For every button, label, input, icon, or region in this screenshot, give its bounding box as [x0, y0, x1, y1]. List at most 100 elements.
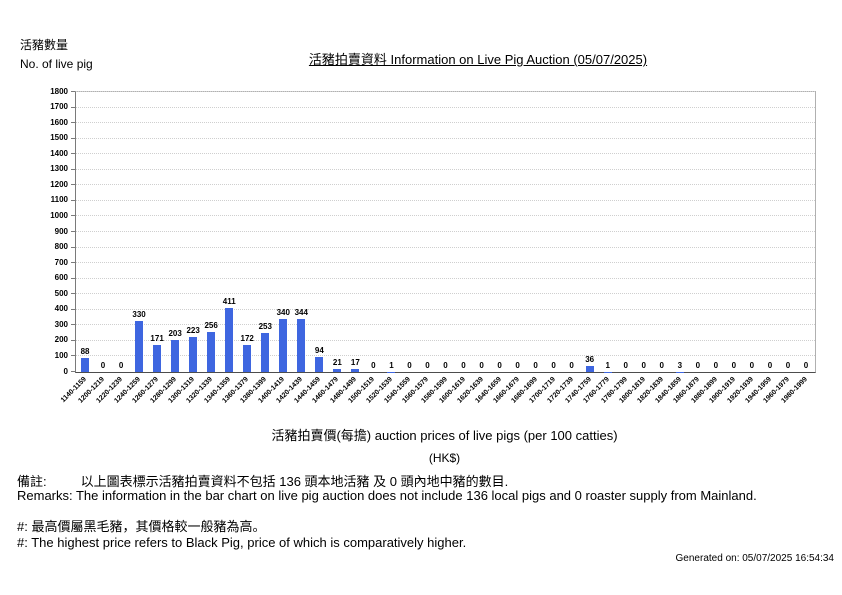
- y-gridline: [76, 168, 815, 170]
- y-gridline: [76, 339, 815, 341]
- bar-value-label: 0: [731, 361, 737, 370]
- y-axis-title-en: No. of live pig: [20, 56, 93, 71]
- y-axis-title: 活豬數量 No. of live pig: [20, 36, 93, 73]
- bar-value-label: 0: [443, 361, 448, 370]
- bar-value-label: 0: [641, 361, 646, 370]
- bar: [135, 320, 144, 372]
- bar-value-label: 0: [407, 361, 412, 370]
- y-tick-label: 0: [63, 366, 68, 376]
- bar-value-label: 256: [204, 321, 218, 331]
- y-gridline: [76, 277, 815, 279]
- y-axis-title-zh: 活豬數量: [20, 38, 69, 52]
- bar-value-label: 0: [551, 361, 556, 370]
- y-gridline: [76, 91, 815, 92]
- y-tick-label: 600: [54, 273, 68, 283]
- y-tick-label: 400: [54, 304, 68, 314]
- remark-en: Remarks: The information in the bar char…: [17, 488, 757, 503]
- bar-value-label: 88: [80, 347, 90, 357]
- remark-zh: 備註: 以上圖表標示活豬拍賣資料不包括 136 頭本地活豬 及 0 頭內地中豬的數…: [17, 471, 508, 490]
- bar-value-label: 0: [479, 361, 484, 370]
- y-gridline: [76, 153, 815, 155]
- bar-value-label: 1: [605, 360, 610, 370]
- bar: [279, 319, 288, 372]
- y-gridline: [76, 262, 815, 264]
- y-gridline: [76, 231, 815, 232]
- bar-value-label: 253: [258, 321, 272, 331]
- bar-value-label: 411: [222, 297, 236, 307]
- bar-value-label: 0: [371, 361, 376, 370]
- bar-value-label: 330: [132, 309, 146, 319]
- y-tick-label: 1700: [50, 102, 68, 112]
- bar: [153, 345, 162, 372]
- y-gridline: [76, 122, 815, 124]
- bar-value-label: 0: [461, 361, 466, 370]
- x-axis-unit: (HK$): [428, 451, 461, 465]
- y-gridline: [76, 106, 815, 108]
- bar-value-label: 17: [350, 358, 360, 368]
- y-gridline: [76, 308, 815, 310]
- y-gridline: [76, 293, 815, 295]
- remark-note-zh: #: 最高價屬黑毛豬，其價格較一般豬為高。: [17, 519, 266, 534]
- bar: [333, 368, 342, 372]
- bar-value-label: 0: [533, 361, 538, 370]
- bar-value-label: 223: [186, 326, 200, 336]
- bar: [261, 332, 270, 372]
- y-tick-label: 1400: [50, 148, 68, 158]
- y-gridline: [76, 215, 815, 217]
- bar: [315, 357, 324, 372]
- y-gridline: [76, 355, 815, 357]
- x-axis-title: 活豬拍賣價(每擔) auction prices of live pigs (p…: [271, 428, 618, 443]
- y-tick-label: 700: [54, 257, 68, 267]
- bar: [351, 369, 360, 372]
- bar-value-label: 172: [240, 334, 254, 344]
- bar: [243, 345, 252, 372]
- bar-value-label: 0: [713, 361, 719, 370]
- bar: [207, 332, 216, 372]
- y-tick-label: 1600: [50, 117, 68, 127]
- bar-value-label: 0: [425, 361, 430, 370]
- y-tick-label: 100: [54, 350, 68, 360]
- remark-note-en: #: The highest price refers to Black Pig…: [17, 535, 467, 550]
- bar: [189, 337, 198, 372]
- bar: [297, 318, 306, 372]
- y-tick-label: 800: [54, 242, 68, 252]
- bar-value-label: 0: [515, 361, 520, 370]
- y-gridline: [76, 324, 815, 326]
- remark-zh-label: 備註:: [17, 474, 47, 489]
- y-tick-label: 1800: [50, 86, 68, 96]
- bar-value-label: 36: [585, 355, 595, 365]
- bar-value-label: 3: [677, 360, 683, 370]
- bar-value-label: 0: [803, 361, 809, 370]
- bar-value-label: 0: [497, 361, 502, 370]
- bar-value-label: 203: [168, 329, 182, 339]
- bar: [171, 340, 180, 372]
- y-gridline: [76, 199, 815, 201]
- bar: [225, 308, 234, 372]
- bar-value-label: 21: [332, 357, 342, 367]
- bar-value-label: 0: [767, 361, 773, 370]
- y-tick-label: 1300: [50, 164, 68, 174]
- bar: [585, 366, 594, 372]
- y-tick-label: 200: [54, 335, 68, 345]
- y-tick-label: 1100: [50, 195, 68, 205]
- bar-value-label: 171: [150, 334, 164, 344]
- bar-value-label: 0: [623, 361, 628, 370]
- bar: [81, 358, 89, 372]
- y-tick-label: 900: [54, 226, 68, 236]
- bar-value-label: 344: [294, 307, 308, 317]
- plot-area: 88 0 0 330 171 203 223 256 411 172 253 340 344 94 21 17…: [75, 91, 816, 373]
- y-tick-label: 1000: [50, 210, 68, 220]
- bar-value-label: 340: [276, 308, 290, 318]
- chart-title: 活豬拍賣資料 Information on Live Pig Auction (…: [308, 52, 648, 67]
- y-tick-label: 1200: [50, 179, 68, 189]
- bar-value-label: 1: [389, 360, 394, 370]
- bar-value-label: 0: [695, 361, 701, 370]
- y-tick-label: 300: [54, 319, 68, 329]
- bar-value-label: 0: [659, 361, 664, 370]
- y-gridline: [76, 246, 815, 248]
- y-tick-label: 1500: [50, 133, 68, 143]
- bar-value-label: 0: [785, 361, 791, 370]
- bar-value-label: 94: [314, 346, 324, 356]
- remark-zh-text: 以上圖表標示活豬拍賣資料不包括 136 頭本地活豬 及 0 頭內地中豬的數目.: [80, 474, 509, 489]
